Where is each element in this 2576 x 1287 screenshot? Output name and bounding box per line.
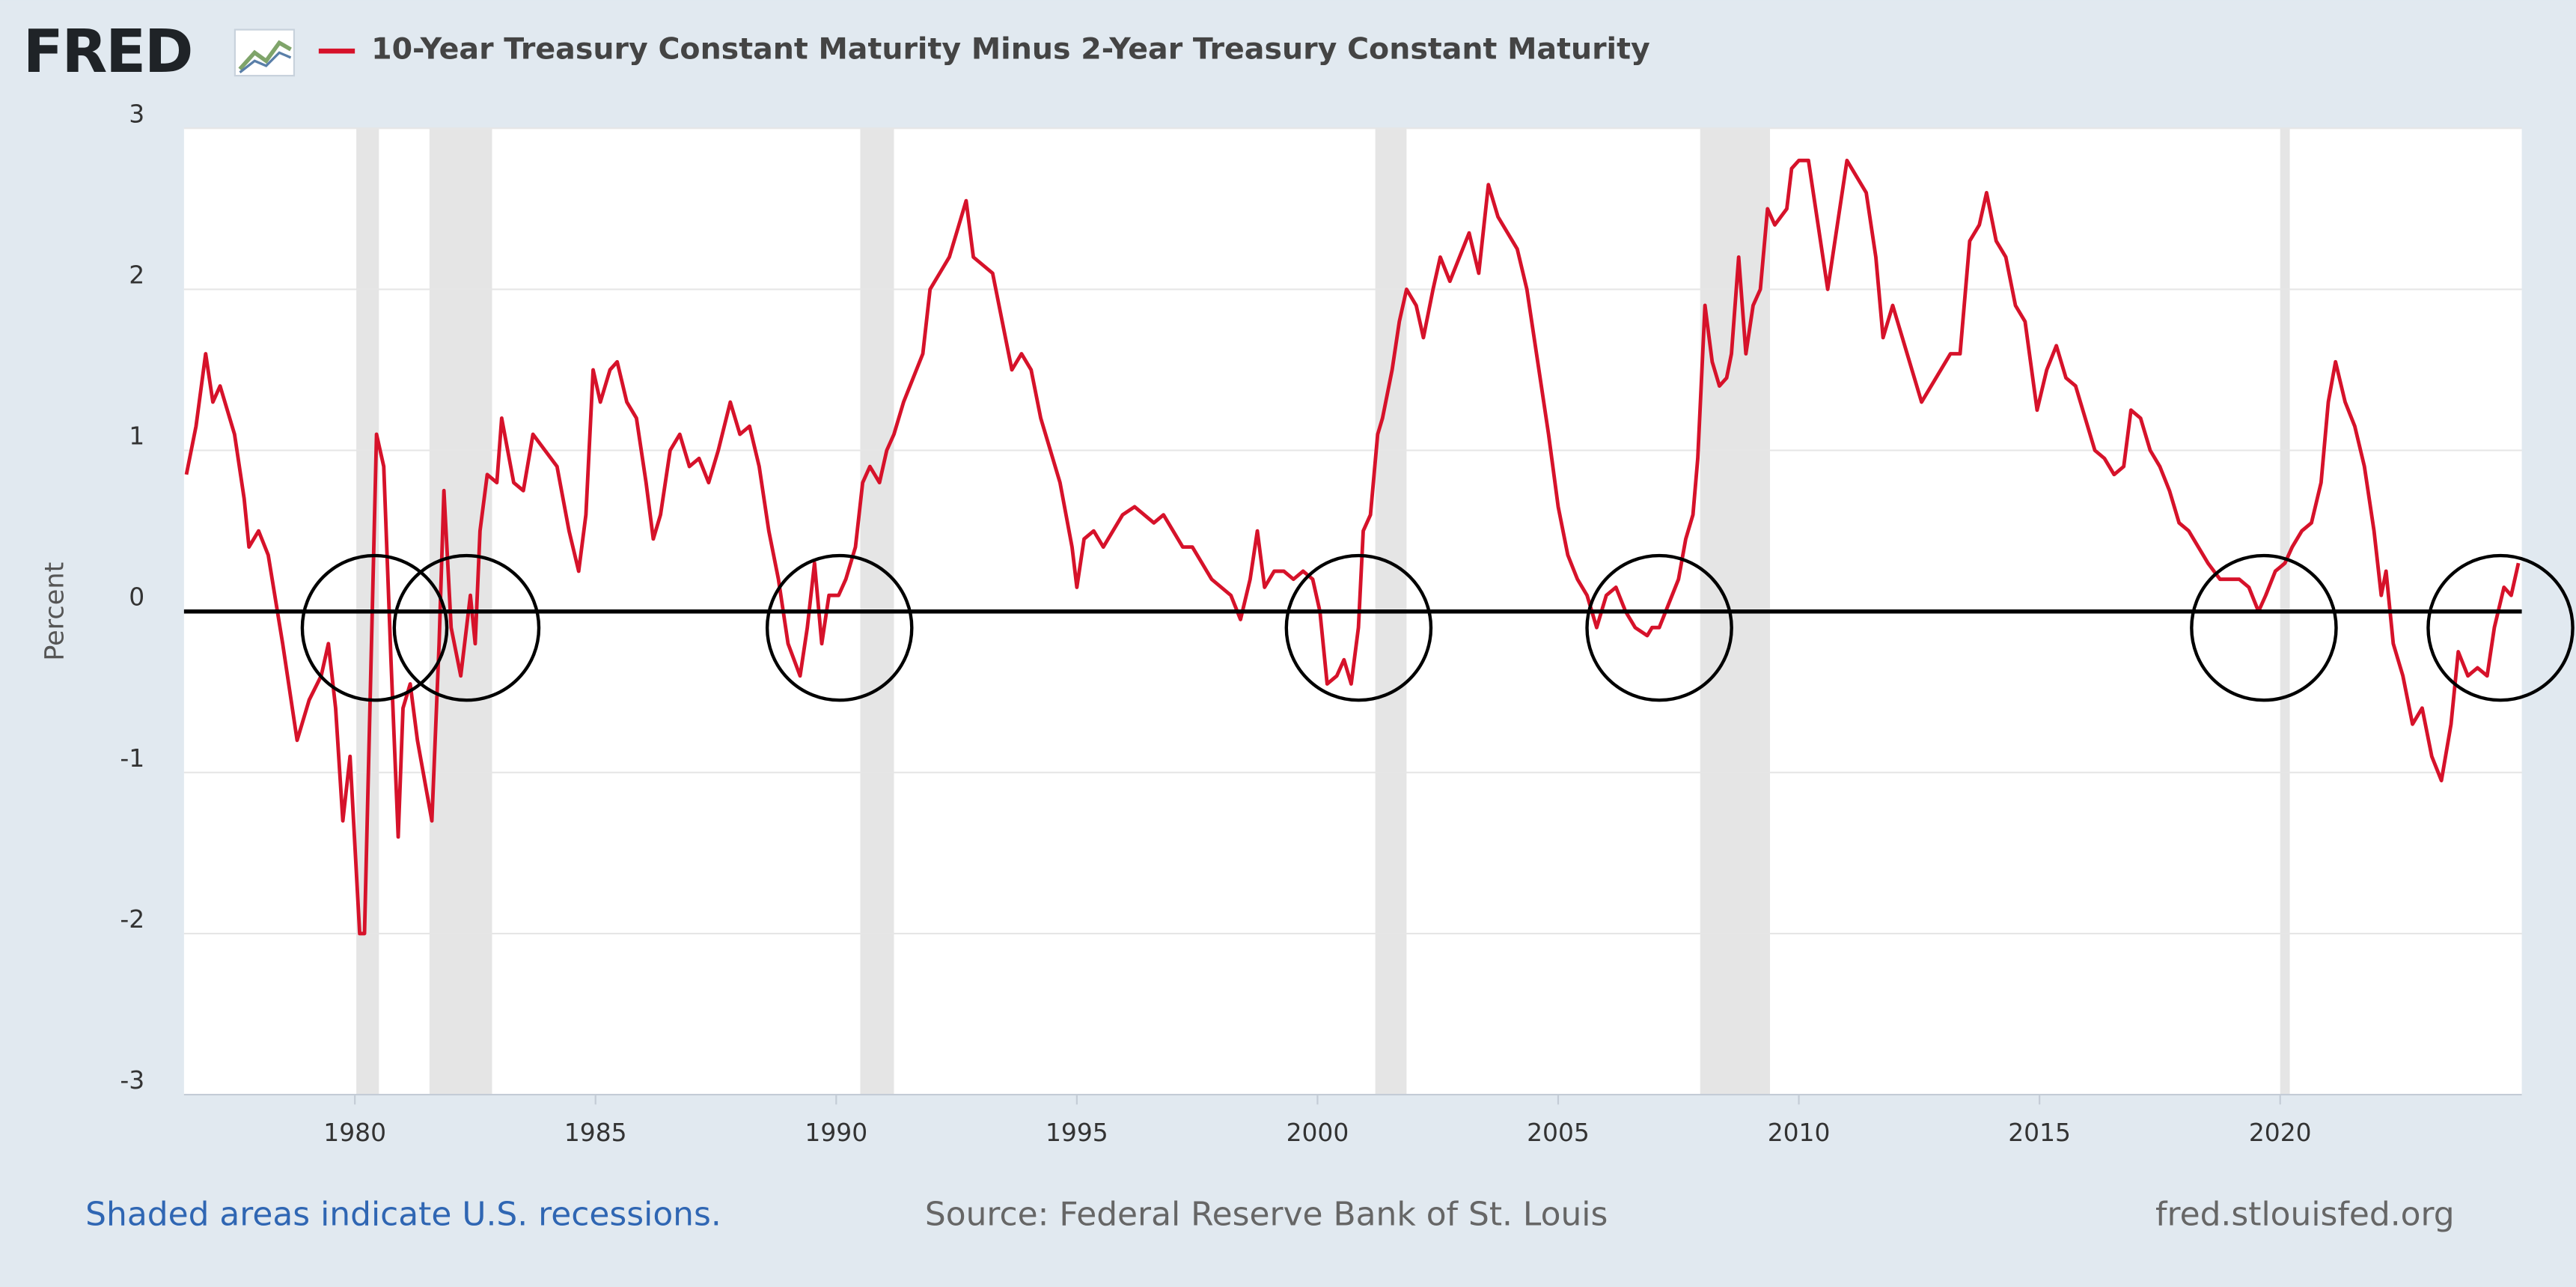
y-tick-label: 3 [129, 99, 144, 128]
recession-note-link[interactable]: Shaded areas indicate U.S. recessions. [85, 1196, 721, 1234]
x-tick-label: 2000 [1287, 1118, 1349, 1147]
x-tick-label: 1980 [323, 1118, 386, 1147]
y-tick-label: -1 [120, 743, 144, 773]
x-tick-label: 2015 [2008, 1118, 2071, 1147]
y-axis-label: Percent [40, 562, 70, 661]
logo[interactable]: FRED [23, 17, 194, 86]
annotations [183, 553, 2575, 702]
x-tick-label: 1985 [564, 1118, 627, 1147]
x-tick-label: 1995 [1046, 1118, 1108, 1147]
source: Source: Federal Reserve Bank of St. Loui… [925, 1196, 1608, 1234]
x-tick-label: 2020 [2249, 1118, 2312, 1147]
site-link[interactable]: fred.stlouisfed.org [2155, 1196, 2455, 1234]
y-tick-label: 1 [129, 422, 144, 451]
y-tick-label: 2 [129, 260, 144, 289]
logo-icon [234, 28, 296, 77]
x-tick-label: 2005 [1527, 1118, 1590, 1147]
series-line [184, 158, 2521, 936]
y-tick-label: 0 [129, 582, 144, 612]
series [184, 158, 2521, 936]
y-tick-label: -3 [120, 1065, 144, 1095]
x-tick-label: 2010 [1768, 1118, 1831, 1147]
legend-title: 10-Year Treasury Constant Maturity Minus… [371, 32, 1650, 67]
x-tick-label: 1990 [805, 1118, 867, 1147]
y-tick-label: -2 [120, 904, 144, 934]
